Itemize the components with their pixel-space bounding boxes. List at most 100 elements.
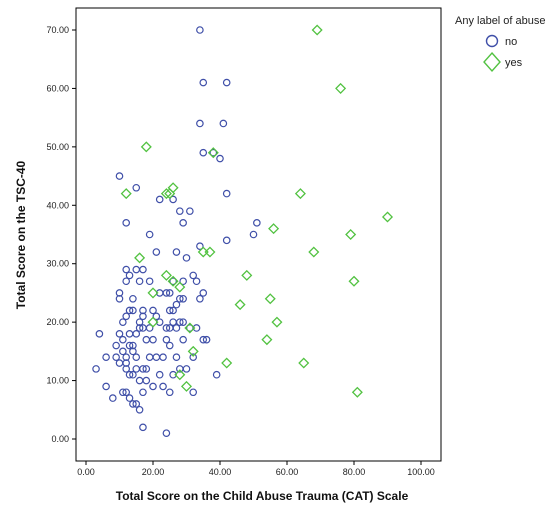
data-point-no: [125, 394, 134, 402]
data-point-no: [249, 230, 258, 239]
data-point-yes: [268, 223, 280, 235]
data-point-no: [155, 318, 164, 326]
data-point-yes: [174, 369, 186, 381]
data-point-no: [199, 335, 208, 344]
data-point-yes: [381, 211, 394, 223]
data-point-no: [212, 370, 221, 379]
legend-marker-no: [485, 34, 499, 48]
data-point-no: [119, 335, 127, 344]
data-point-no: [176, 207, 184, 215]
data-point-no: [169, 306, 177, 315]
data-point-no: [165, 341, 174, 350]
data-point-no: [125, 306, 134, 315]
axis-ticks: 0.00 20.00 40.00 60.00 80.00 100.00 0.00 10.00 2…: [46, 25, 434, 477]
data-point-yes: [204, 246, 216, 258]
data-point-no: [253, 219, 261, 227]
data-point-yes: [140, 141, 152, 153]
data-point-no: [135, 324, 144, 332]
data-point-no: [176, 294, 184, 303]
data-point-yes: [160, 188, 172, 200]
data-point-no: [142, 376, 151, 385]
data-point-no: [132, 353, 141, 362]
data-point-no: [139, 265, 147, 274]
data-point-no: [145, 324, 154, 332]
plot-area: [75, 7, 442, 462]
data-point-no: [122, 277, 131, 286]
data-point-no: [132, 400, 141, 408]
x-tick-label: 40.00: [209, 467, 232, 477]
data-point-no: [159, 353, 167, 362]
data-point-no: [115, 330, 124, 338]
data-point-yes: [271, 316, 283, 328]
data-point-no: [125, 271, 134, 280]
x-tick-label: 0.00: [77, 467, 95, 477]
data-point-no: [202, 335, 211, 344]
data-point-yes: [345, 228, 357, 241]
data-point-no: [135, 405, 144, 414]
data-point-no: [196, 119, 204, 128]
data-point-no: [102, 353, 110, 362]
data-point-no: [219, 119, 228, 128]
data-point-no: [186, 207, 194, 215]
data-point-yes: [335, 82, 347, 94]
data-point-no: [155, 195, 164, 204]
data-point-no: [172, 248, 181, 256]
data-point-no: [129, 370, 137, 379]
y-tick-label: 40.00: [46, 200, 69, 210]
data-point-no: [179, 219, 187, 227]
data-point-yes: [120, 188, 132, 200]
data-point-no: [172, 353, 181, 362]
data-point-no: [112, 341, 120, 350]
data-point-no: [179, 277, 187, 286]
data-point-no: [122, 388, 131, 397]
data-point-no: [119, 347, 127, 356]
data-point-no: [199, 78, 208, 87]
x-tick-label: 60.00: [276, 467, 299, 477]
data-point-no: [92, 365, 100, 373]
y-tick-label: 50.00: [46, 142, 69, 152]
data-point-no: [199, 148, 208, 157]
data-point-yes: [311, 24, 323, 36]
data-point-no: [209, 148, 218, 157]
data-point-yes: [207, 147, 219, 159]
data-point-no: [165, 289, 174, 297]
data-point-no: [139, 388, 147, 397]
data-point-yes: [221, 357, 233, 369]
data-point-no: [139, 365, 147, 373]
data-point-no: [179, 335, 187, 344]
data-point-yes: [184, 322, 196, 334]
data-point-no: [132, 330, 141, 338]
data-point-no: [152, 248, 161, 256]
data-point-no: [95, 330, 104, 338]
data-point-yes: [261, 334, 273, 346]
y-axis-title: Total Score on the TSC-40: [14, 160, 28, 309]
data-point-no: [159, 382, 167, 391]
data-point-no: [129, 294, 137, 303]
y-tick-label: 20.00: [46, 317, 69, 327]
data-point-no: [189, 271, 198, 280]
data-point-no: [196, 242, 204, 250]
data-point-no: [222, 236, 231, 245]
data-point-no: [192, 277, 201, 286]
data-point-yes: [234, 299, 246, 311]
data-point-no: [139, 423, 147, 432]
data-point-no: [129, 306, 137, 315]
data-point-no: [182, 254, 191, 262]
data-point-no: [169, 277, 177, 286]
y-tick-label: 70.00: [46, 25, 69, 35]
data-point-no: [179, 318, 187, 326]
data-point-no: [222, 78, 231, 87]
data-point-yes: [164, 188, 176, 200]
data-point-yes: [264, 293, 276, 305]
legend-marker-yes: [483, 51, 501, 73]
data-point-no: [192, 324, 201, 332]
data-point-no: [122, 365, 131, 373]
data-point-no: [165, 306, 174, 315]
data-point-no: [165, 388, 174, 397]
legend: Any label of abuse no yes: [455, 15, 546, 73]
data-point-no: [119, 318, 127, 326]
data-point-yes: [180, 380, 193, 392]
data-point-no: [115, 172, 124, 180]
data-point-no: [145, 277, 154, 286]
